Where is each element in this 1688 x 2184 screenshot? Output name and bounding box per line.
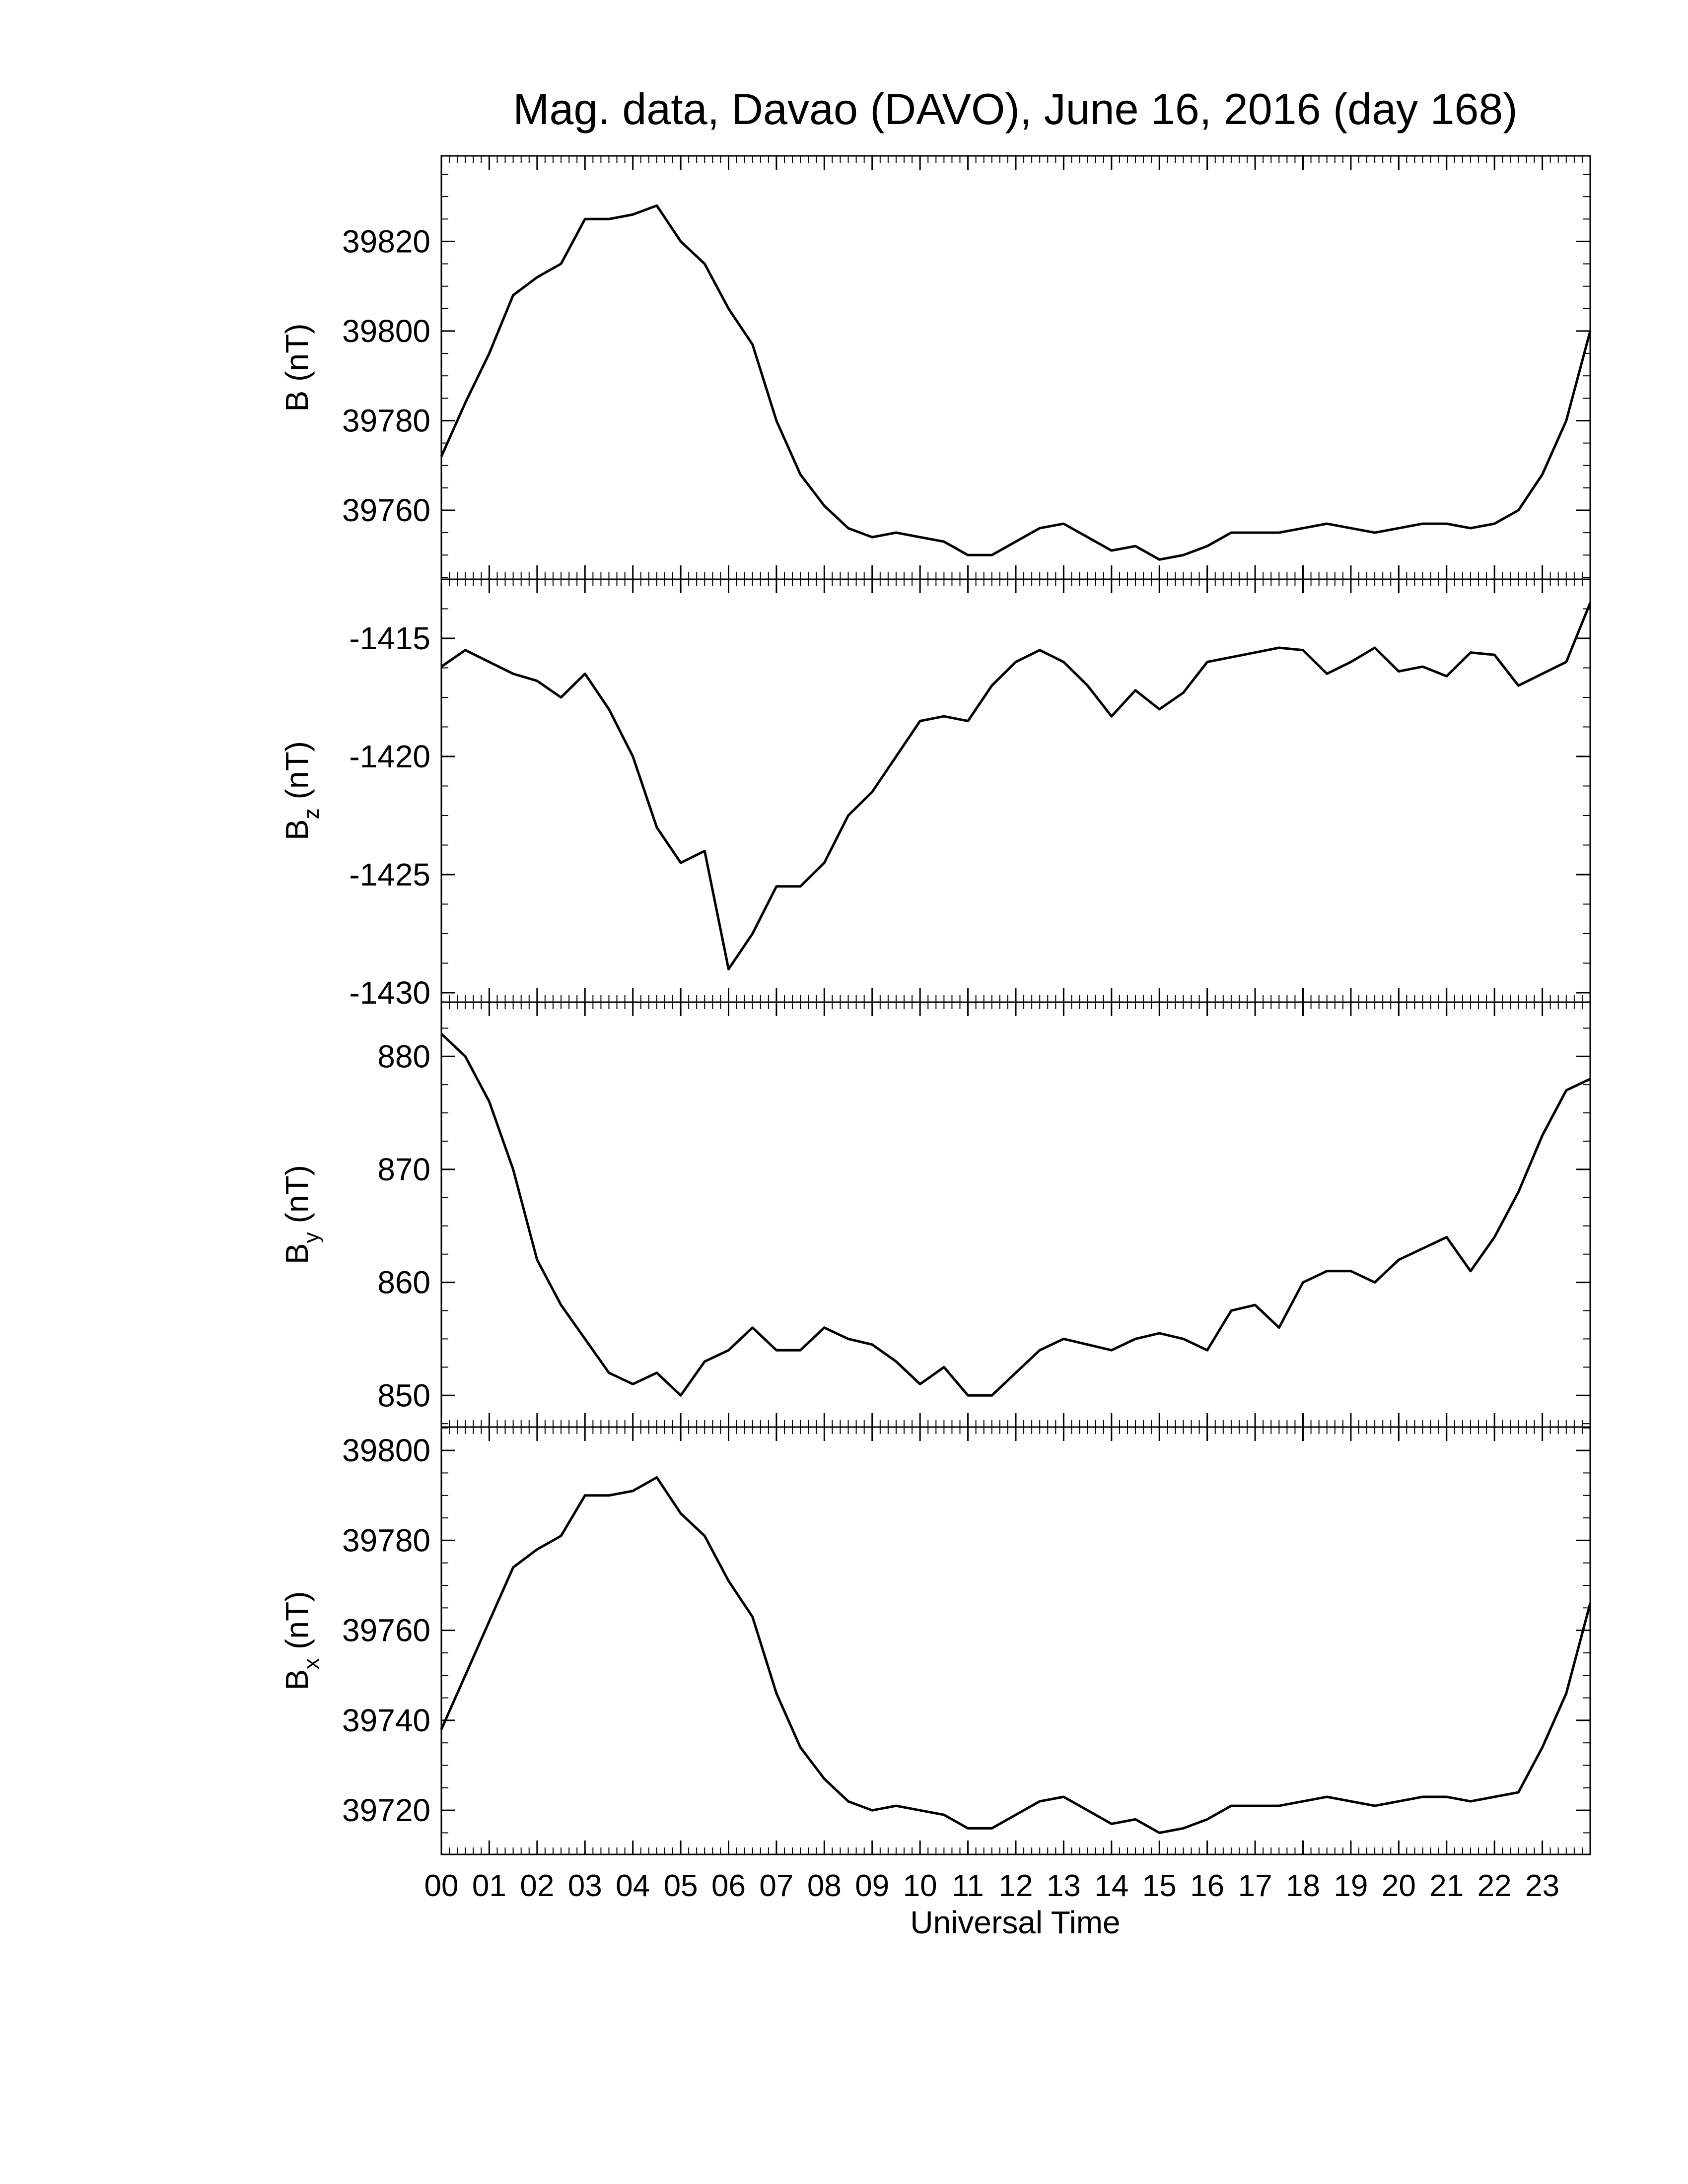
x-tick-label: 08 [807,1869,842,1903]
x-tick-label: 10 [903,1869,937,1903]
y-tick-label: 860 [377,1265,430,1300]
y-tick-label: 39760 [342,492,430,528]
x-tick-label: 03 [568,1869,602,1903]
y-axis-label: Bx (nT) [279,1591,324,1691]
y-label-subscript: z [299,808,324,819]
y-tick-label: 39760 [342,1613,430,1648]
y-tick-label: -1420 [349,739,430,774]
x-tick-label: 06 [711,1869,746,1903]
y-tick-label: 39820 [342,223,430,259]
y-tick-label: 39780 [342,403,430,438]
x-tick-label: 14 [1094,1869,1128,1903]
x-tick-label: 11 [952,1869,984,1903]
y-tick-label: 39800 [342,313,430,349]
data-line [440,1476,1592,1834]
y-tick-label: 39740 [342,1703,430,1738]
y-label-symbol: B [279,1669,315,1691]
y-tick-label: 850 [377,1377,430,1413]
x-tick-label: 00 [424,1869,459,1903]
x-tick-label: 19 [1334,1869,1368,1903]
y-axis-label: By (nT) [279,1165,324,1264]
y-label-subscript: x [299,1658,324,1669]
x-tick-label: 23 [1525,1869,1559,1903]
y-tick-label: -1415 [349,620,430,656]
x-tick-label: 07 [759,1869,793,1903]
y-tick-label: 39780 [342,1522,430,1558]
y-label-unit: (nT) [279,1165,315,1223]
data-line [440,1032,1591,1397]
data-line [440,602,1592,970]
x-tick-label: 17 [1238,1869,1272,1903]
y-label-symbol: B [279,819,315,840]
y-axis-label: B (nT) [279,324,315,412]
x-tick-label: 16 [1190,1869,1224,1903]
x-tick-label: 20 [1382,1869,1416,1903]
data-line [440,204,1592,561]
y-tick-label: 39720 [342,1792,430,1828]
y-label-symbol: B [279,1243,315,1264]
y-label-subscript: y [299,1232,324,1243]
x-axis-label: Universal Time [910,1905,1120,1940]
y-label-unit: (nT) [279,1591,315,1649]
y-tick-label: -1425 [349,857,430,892]
y-tick-label: 880 [377,1038,430,1074]
y-axis-label: Bz (nT) [279,741,324,840]
x-tick-label: 15 [1142,1869,1177,1903]
x-tick-label: 05 [664,1869,698,1903]
x-tick-label: 22 [1477,1869,1512,1903]
x-tick-label: 18 [1286,1869,1320,1903]
x-tick-label: 09 [855,1869,889,1903]
x-tick-label: 04 [616,1869,650,1903]
chart-title: Mag. data, Davao (DAVO), June 16, 2016 (… [513,84,1517,134]
y-label-unit: (nT) [279,324,315,382]
x-tick-label: 01 [472,1869,506,1903]
y-label-unit: (nT) [279,741,315,799]
x-tick-label: 02 [520,1869,554,1903]
x-tick-label: 21 [1429,1869,1464,1903]
x-tick-label: 13 [1047,1869,1081,1903]
y-tick-label: 39800 [342,1433,430,1468]
x-tick-label: 12 [999,1869,1033,1903]
y-label-symbol: B [279,391,315,412]
y-tick-label: -1430 [349,975,430,1011]
y-tick-label: 870 [377,1152,430,1187]
